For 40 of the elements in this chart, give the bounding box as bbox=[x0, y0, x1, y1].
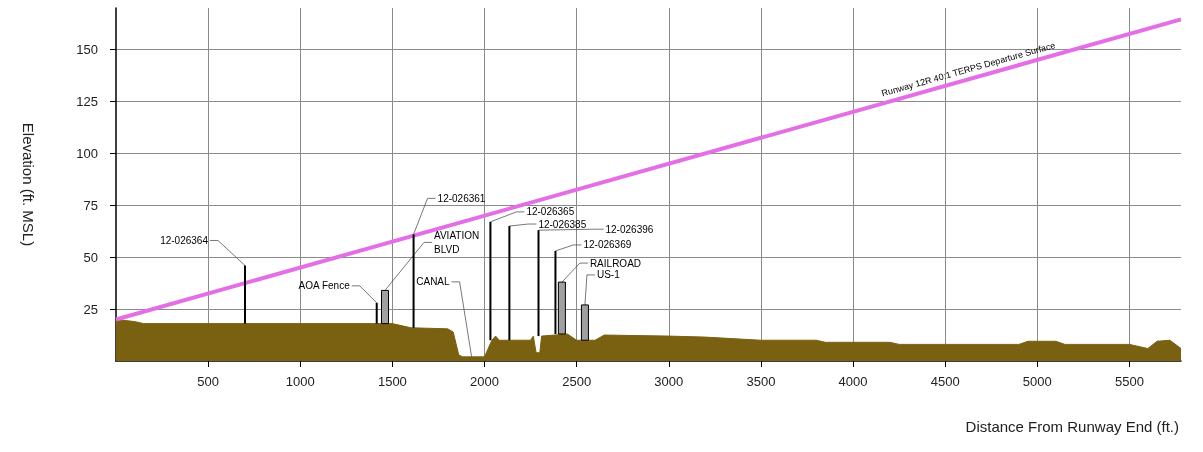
y-tick-label: 50 bbox=[83, 249, 98, 265]
y-tick-label: 75 bbox=[83, 197, 98, 213]
x-axis-title: Distance From Runway End (ft.) bbox=[965, 418, 1179, 435]
x-tick-label: 500 bbox=[197, 374, 219, 389]
bar bbox=[381, 289, 390, 325]
annotation: 12-026361 bbox=[437, 192, 486, 204]
x-tick-label: 1500 bbox=[377, 374, 407, 389]
bar bbox=[557, 281, 566, 335]
x-tick-label: 3000 bbox=[654, 374, 684, 389]
y-axis-title: Elevation (ft. MSL) bbox=[20, 122, 37, 247]
bar bbox=[375, 302, 378, 324]
x-tick-label: 5500 bbox=[1114, 374, 1144, 389]
x-tick-label: 4000 bbox=[838, 374, 868, 389]
y-tick-label: 150 bbox=[76, 42, 98, 58]
x-tick-label: 5000 bbox=[1022, 374, 1052, 389]
annotation: CANAL bbox=[416, 276, 451, 288]
x-tick-label: 2500 bbox=[562, 374, 592, 389]
bar bbox=[412, 234, 415, 328]
annotation: RAILROAD bbox=[589, 257, 642, 269]
annotation: 12-026365 bbox=[526, 206, 575, 218]
y-tick-label: 25 bbox=[83, 301, 98, 317]
x-tick-label: 2000 bbox=[470, 374, 499, 389]
annotation: 12-026396 bbox=[605, 223, 654, 235]
x-tick-label: 1000 bbox=[285, 374, 315, 389]
x-tick-label: 4500 bbox=[930, 374, 960, 389]
bar bbox=[508, 226, 511, 341]
annotation: 12-026385 bbox=[538, 218, 587, 230]
bar bbox=[554, 250, 557, 335]
y-tick-label: 100 bbox=[76, 145, 98, 161]
annotation: 12-026369 bbox=[583, 239, 632, 251]
y-tick-label: 125 bbox=[76, 93, 98, 109]
annotation: 12-026364 bbox=[160, 234, 209, 246]
annotation: AOA Fence bbox=[298, 280, 351, 292]
annotation: AVIATION BLVD bbox=[434, 229, 480, 255]
bar bbox=[537, 230, 540, 337]
x-tick-label: 3500 bbox=[746, 374, 776, 389]
annotation: US-1 bbox=[596, 269, 621, 281]
bar bbox=[489, 221, 492, 341]
bar bbox=[243, 265, 246, 324]
bar bbox=[580, 304, 589, 341]
